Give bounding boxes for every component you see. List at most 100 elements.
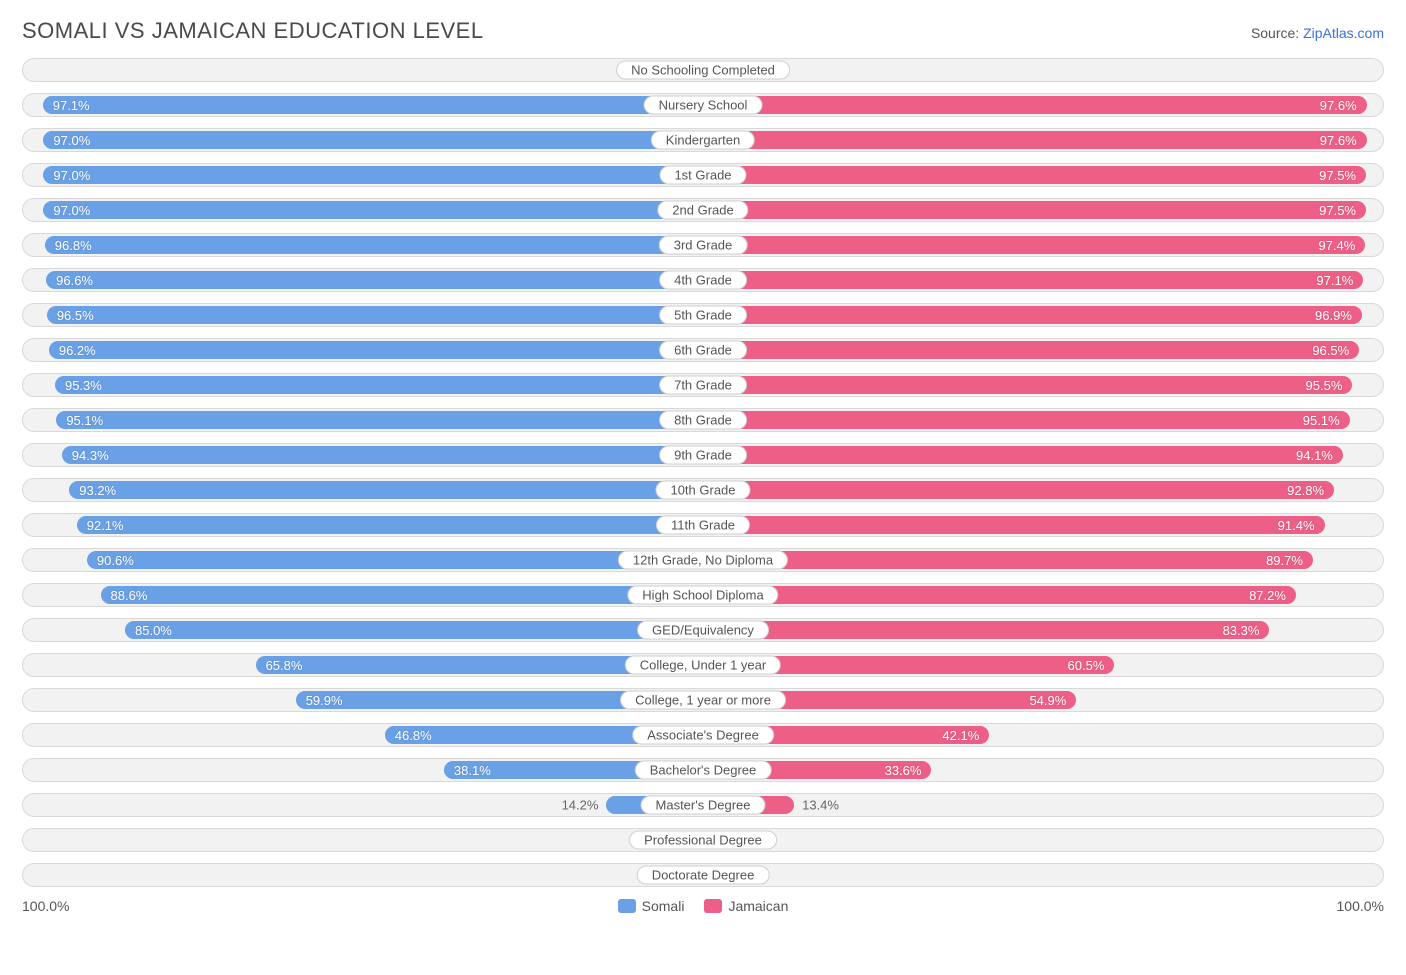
left-value-label: 92.1% [77, 518, 134, 533]
right-value-label: 91.4% [1268, 518, 1325, 533]
category-pill: Professional Degree [629, 831, 777, 850]
chart-row: 96.6%97.1%4th Grade [22, 268, 1384, 292]
left-half: 97.0% [23, 164, 703, 186]
chart-row: 65.8% 60.5%College, Under 1 year [22, 653, 1384, 677]
category-pill: Bachelor's Degree [635, 761, 772, 780]
right-half: 95.1% [703, 409, 1383, 431]
left-bar: 97.1% [43, 96, 703, 114]
left-value-label: 97.0% [43, 133, 100, 148]
left-half: 96.5% [23, 304, 703, 326]
left-value-label: 88.6% [101, 588, 158, 603]
left-value-label: 96.8% [45, 238, 102, 253]
chart-row: 46.8%42.1%Associate's Degree [22, 723, 1384, 747]
right-half: 54.9% [703, 689, 1383, 711]
left-value-label: 97.0% [43, 168, 100, 183]
category-pill: 1st Grade [659, 166, 746, 185]
right-bar: 97.1% [703, 271, 1363, 289]
left-bar: 94.3% [62, 446, 703, 464]
category-pill: 2nd Grade [657, 201, 748, 220]
left-bar: 95.3% [55, 376, 703, 394]
left-half: 90.6% [23, 549, 703, 571]
left-bar: 96.5% [47, 306, 703, 324]
right-half: 97.1% [703, 269, 1383, 291]
left-bar: 97.0% [43, 166, 703, 184]
left-half: 59.9% [23, 689, 703, 711]
chart-title: SOMALI VS JAMAICAN EDUCATION LEVEL [22, 18, 484, 44]
right-half: 1.5% [703, 864, 1383, 886]
right-half: 94.1% [703, 444, 1383, 466]
chart-row: 90.6% 89.7%12th Grade, No Diploma [22, 548, 1384, 572]
right-bar: 97.5% [703, 166, 1366, 184]
left-value-label: 85.0% [125, 623, 182, 638]
left-half: 65.8% [23, 654, 703, 676]
left-half: 88.6% [23, 584, 703, 606]
axis-left-max: 100.0% [22, 898, 69, 914]
category-pill: 4th Grade [659, 271, 747, 290]
left-bar: 85.0% [125, 621, 703, 639]
right-value-label: 33.6% [875, 763, 932, 778]
chart-row: 92.1%91.4%11th Grade [22, 513, 1384, 537]
right-bar: 95.1% [703, 411, 1350, 429]
left-value-label: 65.8% [256, 658, 313, 673]
right-half: 91.4% [703, 514, 1383, 536]
right-bar: 96.5% [703, 341, 1359, 359]
left-value-label: 95.1% [56, 413, 113, 428]
chart-row: 94.3%94.1%9th Grade [22, 443, 1384, 467]
right-half: 97.4% [703, 234, 1383, 256]
right-bar: 97.6% [703, 96, 1367, 114]
right-half: 97.6% [703, 94, 1383, 116]
right-bar: 89.7% [703, 551, 1313, 569]
right-half: 97.5% [703, 164, 1383, 186]
right-value-label: 97.6% [1310, 133, 1367, 148]
right-bar: 97.6% [703, 131, 1367, 149]
left-value-label: 93.2% [69, 483, 126, 498]
chart-row: 95.1%95.1%8th Grade [22, 408, 1384, 432]
category-pill: 12th Grade, No Diploma [618, 551, 788, 570]
chart-row: 1.7%1.5%Doctorate Degree [22, 863, 1384, 887]
left-half: 96.2% [23, 339, 703, 361]
chart-row: 97.0% 97.6% Kindergarten [22, 128, 1384, 152]
legend-item-right: Jamaican [704, 898, 788, 914]
left-bar: 93.2% [69, 481, 703, 499]
left-bar: 92.1% [77, 516, 703, 534]
right-half: 87.2% [703, 584, 1383, 606]
chart-row: 4.1%3.7%Professional Degree [22, 828, 1384, 852]
right-value-label: 83.3% [1213, 623, 1270, 638]
chart-row: 59.9%54.9%College, 1 year or more [22, 688, 1384, 712]
left-half: 95.3% [23, 374, 703, 396]
chart-row: 14.2%13.4%Master's Degree [22, 793, 1384, 817]
legend-swatch-right [704, 899, 722, 913]
right-value-label: 97.6% [1310, 98, 1367, 113]
source-link[interactable]: ZipAtlas.com [1303, 25, 1384, 41]
left-value-label: 46.8% [385, 728, 442, 743]
right-value-label: 95.1% [1293, 413, 1350, 428]
left-value-label: 38.1% [444, 763, 501, 778]
left-value-label: 97.0% [43, 203, 100, 218]
right-half: 2.4% [703, 59, 1383, 81]
left-value-label: 96.2% [49, 343, 106, 358]
right-value-label: 97.5% [1309, 168, 1366, 183]
left-value-label: 97.1% [43, 98, 100, 113]
right-half: 33.6% [703, 759, 1383, 781]
right-value-label: 95.5% [1296, 378, 1353, 393]
right-value-label: 13.4% [802, 798, 839, 813]
left-half: 94.3% [23, 444, 703, 466]
left-value-label: 95.3% [55, 378, 112, 393]
right-half: 60.5% [703, 654, 1383, 676]
left-bar: 97.0% [43, 131, 703, 149]
category-pill: Kindergarten [651, 131, 755, 150]
chart-row: 97.1%97.6%Nursery School [22, 93, 1384, 117]
category-pill: College, 1 year or more [620, 691, 786, 710]
left-value-label: 90.6% [87, 553, 144, 568]
left-bar: 96.2% [49, 341, 703, 359]
right-half: 97.6% [703, 129, 1383, 151]
right-bar: 95.5% [703, 376, 1352, 394]
right-value-label: 87.2% [1239, 588, 1296, 603]
legend-label-left: Somali [642, 898, 685, 914]
left-half: 4.1% [23, 829, 703, 851]
left-half: 46.8% [23, 724, 703, 746]
right-half: 13.4% [703, 794, 1383, 816]
left-value-label: 94.3% [62, 448, 119, 463]
chart-row: 88.6%87.2%High School Diploma [22, 583, 1384, 607]
category-pill: College, Under 1 year [625, 656, 781, 675]
